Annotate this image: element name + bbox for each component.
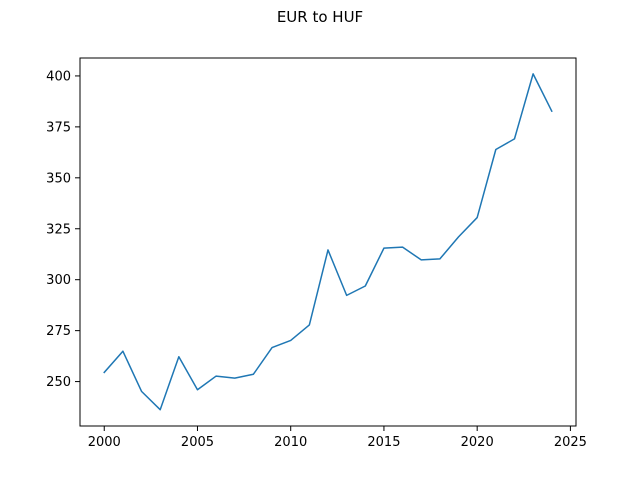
y-tick-label: 350	[46, 171, 71, 186]
plot-frame	[79, 57, 577, 427]
plot-area: 2000 2005 2010 2015 2020 2025 250 275 300 325 350 3…	[46, 69, 587, 450]
y-tick-label: 325	[46, 222, 71, 237]
x-tick-label: 2010	[274, 435, 307, 450]
y-tick-label: 400	[46, 69, 71, 84]
x-tick-label: 2000	[88, 435, 121, 450]
y-tick-label: 250	[46, 375, 71, 390]
y-tick-label: 300	[46, 273, 71, 288]
series-line	[103, 73, 553, 411]
x-tick-label: 2015	[367, 435, 400, 450]
x-tick-label: 2005	[181, 435, 214, 450]
x-tick-label: 2020	[461, 435, 494, 450]
y-tick-label: 375	[46, 120, 71, 135]
y-tick-label: 275	[46, 324, 71, 339]
chart-title: EUR to HUF	[277, 8, 363, 26]
x-tick-label: 2025	[554, 435, 587, 450]
